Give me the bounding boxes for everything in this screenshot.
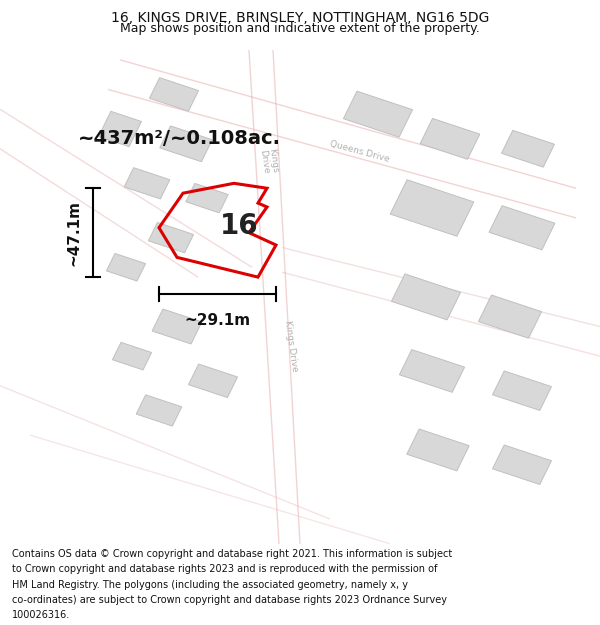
Text: to Crown copyright and database rights 2023 and is reproduced with the permissio: to Crown copyright and database rights 2… — [12, 564, 437, 574]
Text: HM Land Registry. The polygons (including the associated geometry, namely x, y: HM Land Registry. The polygons (includin… — [12, 579, 408, 589]
Polygon shape — [149, 78, 199, 111]
Polygon shape — [407, 429, 469, 471]
Text: co-ordinates) are subject to Crown copyright and database rights 2023 Ordnance S: co-ordinates) are subject to Crown copyr… — [12, 594, 447, 604]
Text: Queens Drive: Queens Drive — [329, 139, 391, 164]
Polygon shape — [390, 180, 474, 236]
Text: 16, KINGS DRIVE, BRINSLEY, NOTTINGHAM, NG16 5DG: 16, KINGS DRIVE, BRINSLEY, NOTTINGHAM, N… — [111, 11, 489, 25]
Polygon shape — [343, 91, 413, 137]
Text: Kings
Drive: Kings Drive — [258, 148, 280, 174]
Text: ~437m²/~0.108ac.: ~437m²/~0.108ac. — [78, 129, 281, 148]
Polygon shape — [391, 274, 461, 320]
Polygon shape — [502, 131, 554, 167]
Polygon shape — [489, 206, 555, 250]
Text: ~29.1m: ~29.1m — [184, 313, 251, 328]
Polygon shape — [493, 371, 551, 411]
Polygon shape — [160, 126, 212, 162]
Polygon shape — [188, 364, 238, 398]
Polygon shape — [106, 254, 146, 281]
Polygon shape — [186, 183, 228, 213]
Text: Kings Drive: Kings Drive — [283, 320, 299, 372]
Text: 100026316.: 100026316. — [12, 609, 70, 619]
Text: Map shows position and indicative extent of the property.: Map shows position and indicative extent… — [120, 22, 480, 35]
Polygon shape — [152, 309, 202, 344]
Polygon shape — [493, 445, 551, 484]
Polygon shape — [478, 295, 542, 338]
Text: ~47.1m: ~47.1m — [66, 200, 81, 266]
Polygon shape — [136, 395, 182, 426]
Text: Contains OS data © Crown copyright and database right 2021. This information is : Contains OS data © Crown copyright and d… — [12, 549, 452, 559]
Polygon shape — [420, 118, 480, 159]
Polygon shape — [148, 222, 194, 253]
Polygon shape — [98, 111, 142, 147]
Text: 16: 16 — [220, 213, 258, 241]
Polygon shape — [400, 349, 464, 392]
Polygon shape — [112, 342, 152, 370]
Polygon shape — [124, 168, 170, 199]
